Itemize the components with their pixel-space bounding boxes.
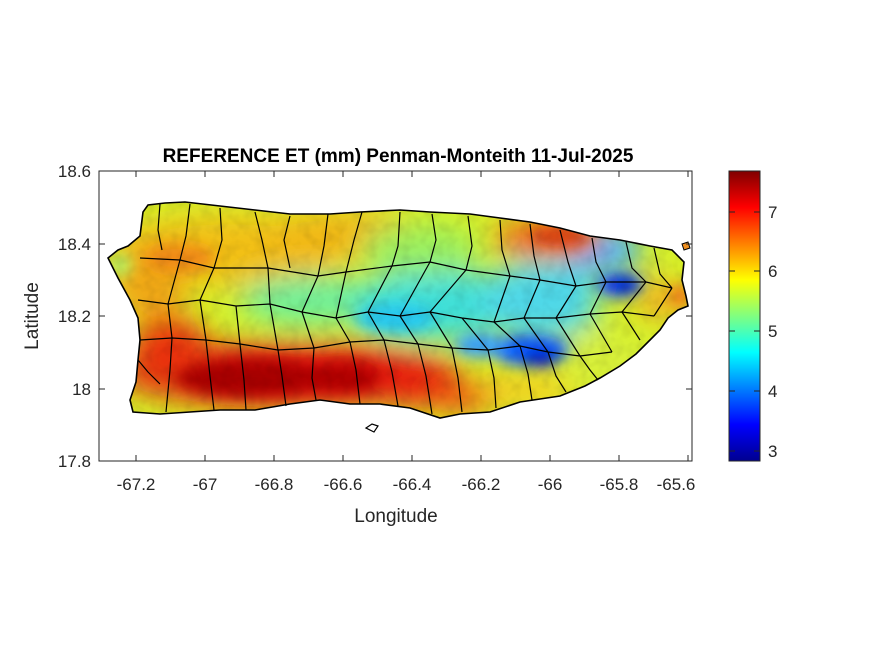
x-tick-label: -67.2 bbox=[117, 475, 156, 494]
y-axis-label: Latitude bbox=[22, 282, 43, 350]
x-tick-label: -66.8 bbox=[255, 475, 294, 494]
y-tick-label: 18 bbox=[72, 380, 91, 399]
x-tick-label: -65.8 bbox=[600, 475, 639, 494]
y-tick-label: 18.4 bbox=[58, 235, 91, 254]
x-axis bbox=[135, 171, 689, 461]
x-tick-label: -66.2 bbox=[462, 475, 501, 494]
colorbar-tick-label: 5 bbox=[768, 322, 777, 341]
colorbar-tick-label: 7 bbox=[768, 203, 777, 222]
chart-title: REFERENCE ET (mm) Penman-Monteith 11-Jul… bbox=[163, 146, 634, 167]
colorbar-tick-label: 3 bbox=[768, 442, 777, 461]
coastline-islet bbox=[681, 241, 691, 251]
municipality-boundaries bbox=[137, 203, 673, 415]
x-tick-label: -66.4 bbox=[393, 475, 432, 494]
coastline-islet bbox=[364, 423, 379, 433]
x-tick-label: -66 bbox=[538, 475, 563, 494]
y-tick-label: 17.8 bbox=[58, 452, 91, 471]
y-tick-label: 18.6 bbox=[58, 162, 91, 181]
colorbar-tick-label: 6 bbox=[768, 262, 777, 281]
x-axis-label: Longitude bbox=[354, 506, 437, 527]
colorbar-tick-label: 4 bbox=[768, 382, 777, 401]
y-tick-label: 18.2 bbox=[58, 307, 91, 326]
colorbar bbox=[728, 170, 761, 462]
colorbar-ticks bbox=[729, 211, 760, 452]
y-axis bbox=[99, 170, 692, 462]
x-tick-label: -65.6 bbox=[657, 475, 696, 494]
x-tick-label: -67 bbox=[193, 475, 218, 494]
x-tick-label: -66.6 bbox=[324, 475, 363, 494]
